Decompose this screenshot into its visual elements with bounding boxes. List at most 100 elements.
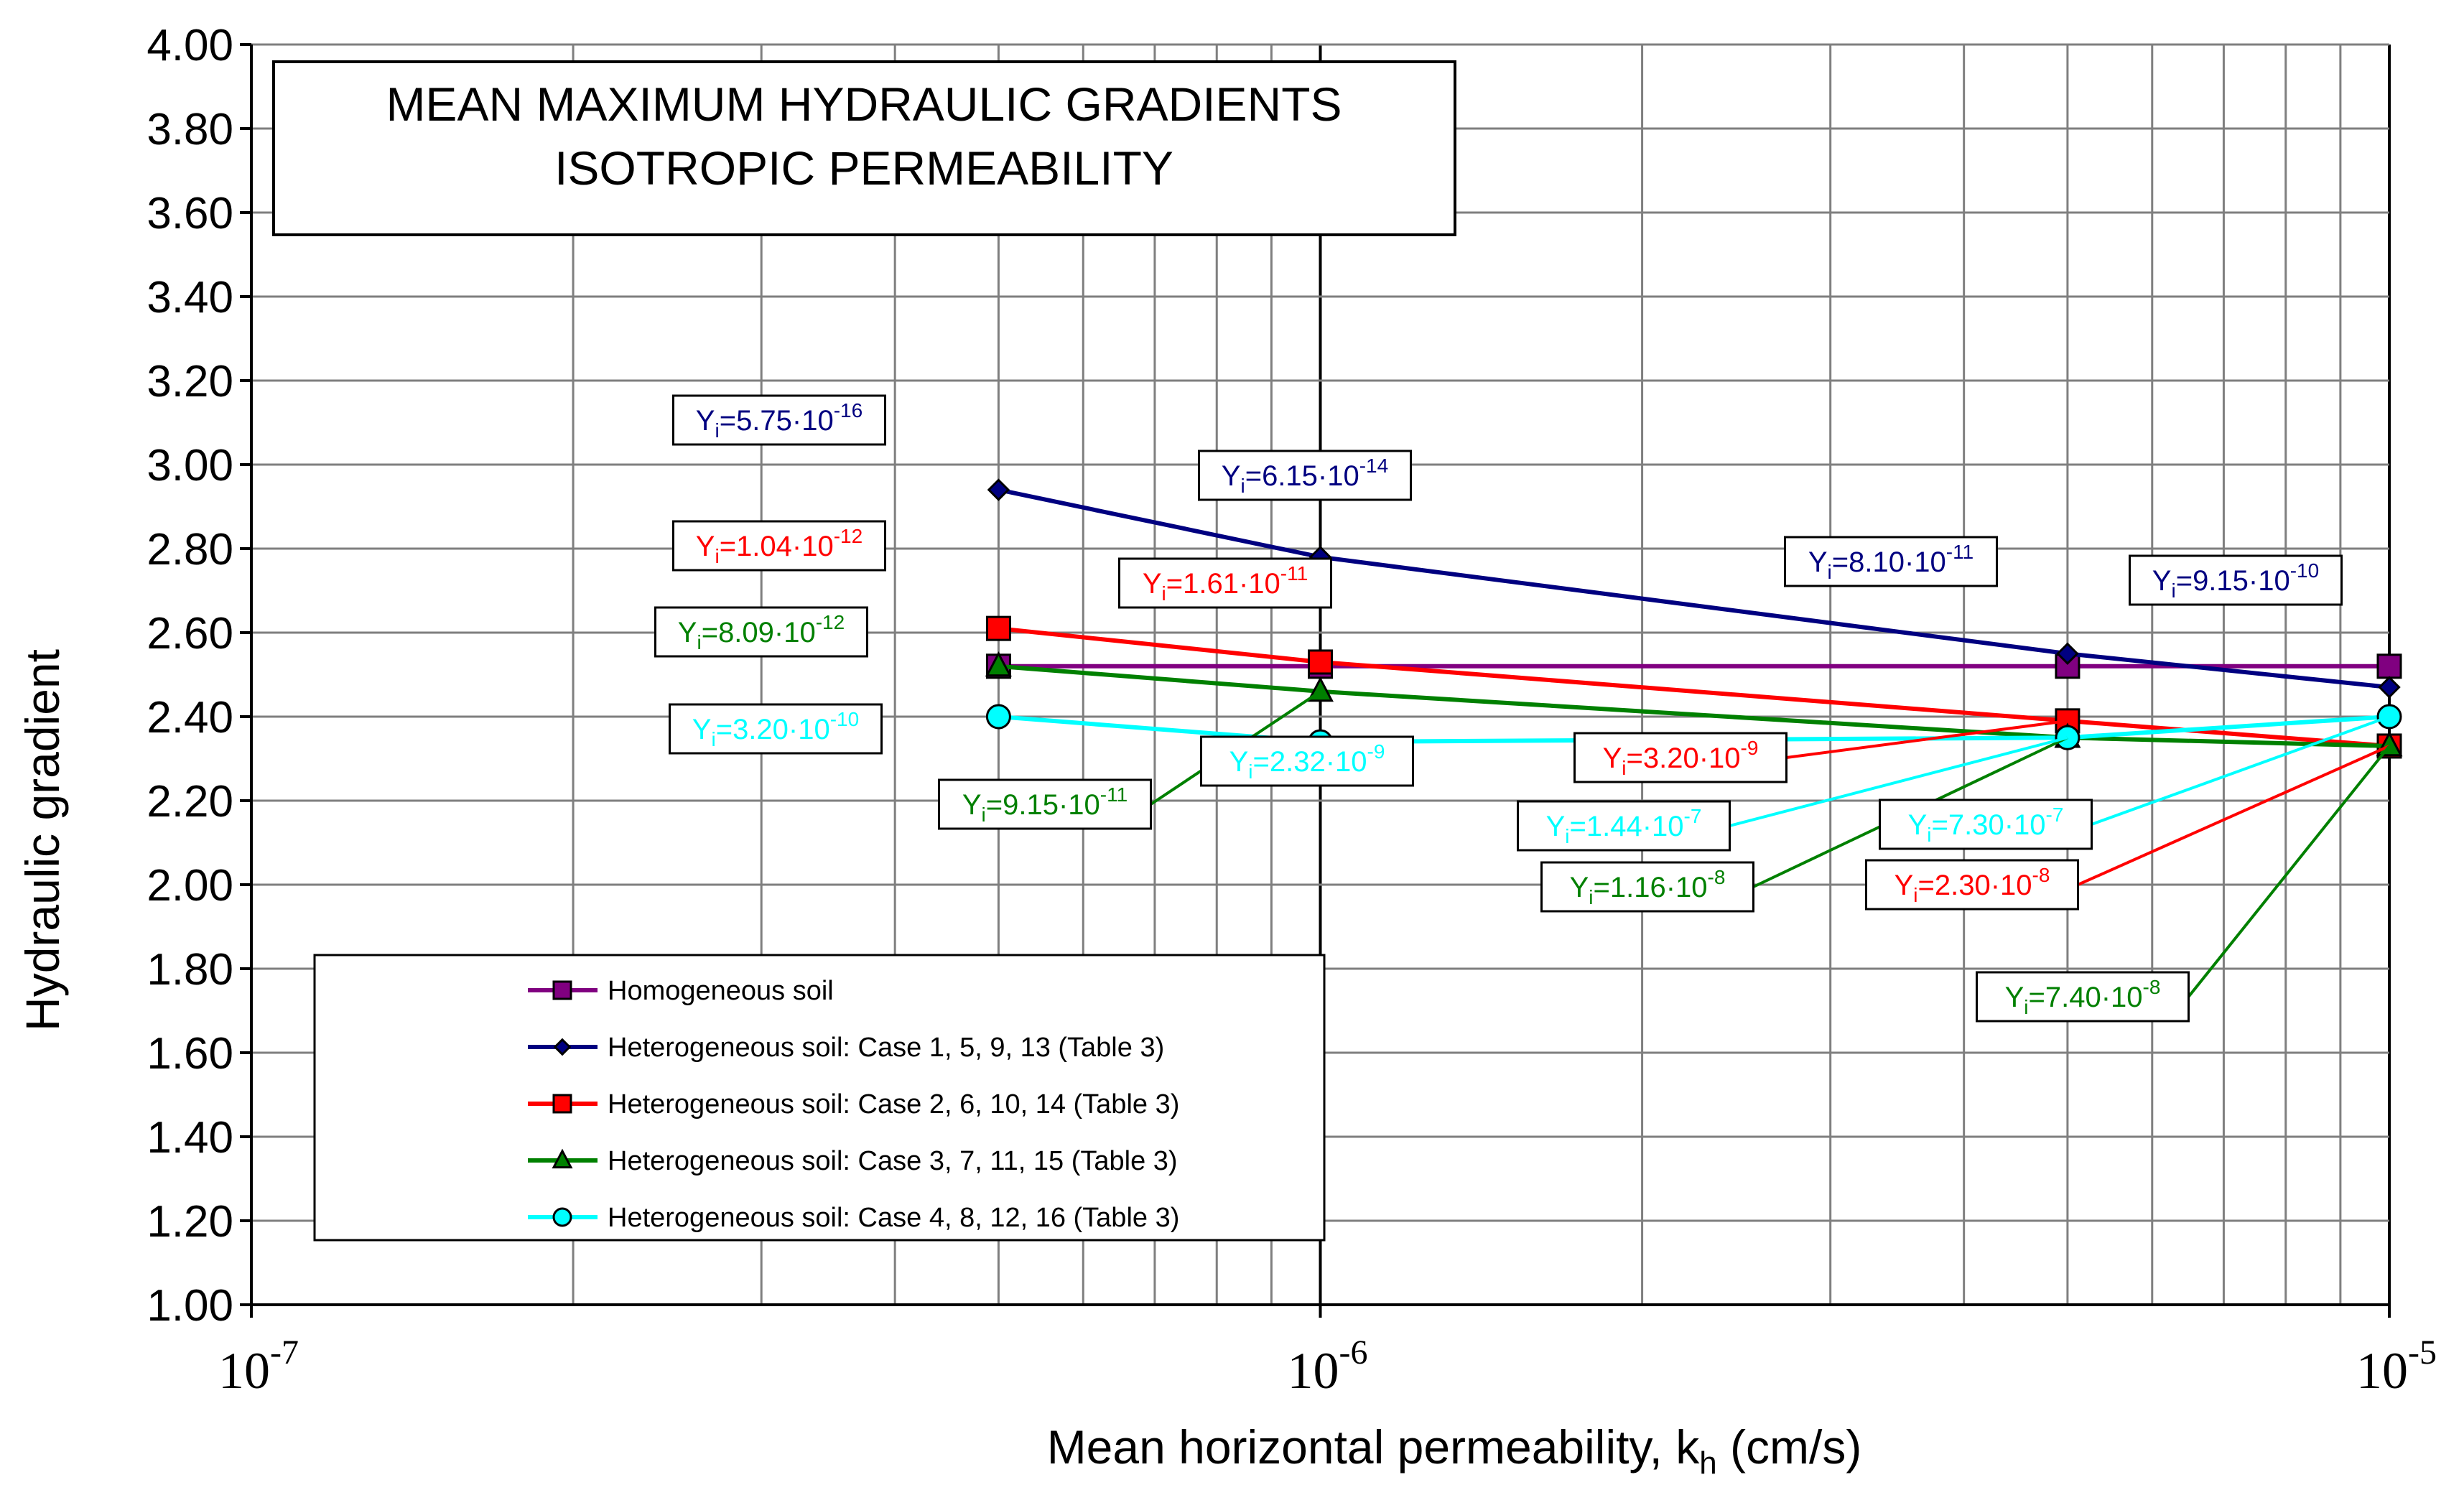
point-annotation: Yi=1.04·10-12: [672, 520, 886, 572]
legend-entry-1: Heterogeneous soil: Case 1, 5, 9, 13 (Ta…: [528, 1033, 1164, 1063]
y-tick-label: 2.00: [147, 861, 233, 911]
chart-title-line-2: ISOTROPIC PERMEABILITY: [554, 141, 1173, 195]
y-tick-label: 3.60: [147, 189, 233, 238]
annotation-box: [1118, 557, 1332, 609]
legend-label: Heterogeneous soil: Case 1, 5, 9, 13 (Ta…: [608, 1033, 1164, 1063]
legend-entry-0: Homogeneous soil: [528, 976, 834, 1006]
y-tick-label: 1.20: [147, 1197, 233, 1247]
y-tick-label: 2.40: [147, 693, 233, 742]
data-point-circle: [552, 1207, 572, 1227]
legend: Homogeneous soil Heterogeneous soil: Case…: [313, 954, 1326, 1242]
point-annotation: Yi=2.30·10-8: [1865, 745, 2390, 911]
y-tick-label: 2.20: [147, 777, 233, 827]
series-line: [998, 626, 2390, 748]
chart-title-line-1: MEAN MAXIMUM HYDRAULIC GRADIENTS: [386, 78, 1342, 131]
legend-label: Homogeneous soil: [608, 976, 834, 1006]
annotation-label: Yi=7.30·10-7: [1908, 804, 2064, 846]
annotation-box: [672, 520, 886, 572]
point-annotation: Yi=7.40·10-8: [1976, 745, 2391, 1023]
series-1: [987, 478, 2401, 699]
annotation-label: Yi=2.32·10-9: [1229, 740, 1385, 783]
annotation-box: [1865, 859, 2079, 911]
y-tick-label: 1.80: [147, 945, 233, 995]
point-annotation: Yi=3.20·10-9: [1573, 719, 2068, 783]
data-point-triangle: [552, 1148, 573, 1169]
x-tick-label: 10-6: [1288, 1333, 1368, 1400]
y-tick-label: 1.40: [147, 1113, 233, 1163]
point-annotation: Yi=1.61·10-11: [1118, 557, 1332, 609]
annotation-label: Yi=3.20·10-9: [1603, 737, 1759, 779]
y-tick-label: 1.00: [147, 1281, 233, 1331]
annotation-label: Yi=8.09·10-12: [678, 611, 845, 653]
annotation-leader-line: [2091, 715, 2390, 826]
axes: 1.00 1.20 1.40 1.60 1.80 2.00 2.20 2.40 2.60 2.80…: [147, 21, 2437, 1400]
point-annotation: Yi=2.32·10-9: [1200, 735, 1414, 787]
annotation-box: [1976, 971, 2190, 1023]
annotations: Yi=5.75·10-16 Yi=6.15·10-14 Yi=8.10·10-11 Y…: [654, 394, 2391, 1023]
annotation-box: [1879, 799, 2093, 850]
annotation-label: Yi=9.15·10-11: [962, 783, 1128, 826]
annotation-box: [1573, 732, 1787, 783]
point-annotation: Yi=6.15·10-14: [1198, 450, 1412, 501]
annotation-leader-line: [1786, 719, 2068, 759]
point-annotation: Yi=3.20·10-10: [669, 703, 883, 755]
y-tick-label: 3.40: [147, 273, 233, 322]
legend-entry-2: Heterogeneous soil: Case 2, 6, 10, 14 (T…: [528, 1089, 1179, 1119]
legend-label: Heterogeneous soil: Case 2, 6, 10, 14 (T…: [608, 1089, 1179, 1119]
data-point-square: [552, 1094, 572, 1114]
data-point-triangle: [985, 651, 1012, 677]
annotation-label: Yi=2.30·10-8: [1895, 864, 2050, 906]
y-tick-label: 2.80: [147, 525, 233, 574]
y-axis-label: Hydraulic gradient: [16, 649, 69, 1031]
annotation-leader-line: [1729, 736, 2068, 827]
y-tick-label: 1.60: [147, 1029, 233, 1079]
annotation-box: [654, 606, 868, 658]
legend-label: Heterogeneous soil: Case 3, 7, 11, 15 (T…: [608, 1146, 1178, 1176]
annotation-label: Yi=1.44·10-7: [1546, 805, 1702, 847]
point-annotation: Yi=1.44·10-7: [1517, 736, 2068, 852]
annotation-label: Yi=1.61·10-11: [1143, 562, 1308, 605]
annotation-box: [1200, 735, 1414, 787]
annotation-leader-line: [2077, 745, 2390, 886]
x-axis-label-main: Mean horizontal permeability, k: [1047, 1420, 1701, 1474]
annotation-box: [1540, 861, 1754, 913]
data-point-diamond: [2378, 676, 2401, 699]
series-line: [998, 488, 2390, 690]
point-annotation: Yi=7.30·10-7: [1879, 715, 2390, 850]
data-point-square: [552, 980, 572, 1000]
point-annotation: Yi=9.15·10-11: [938, 690, 1321, 830]
data-point-circle: [985, 704, 1011, 730]
legend-entry-4: Heterogeneous soil: Case 4, 8, 12, 16 (T…: [528, 1203, 1179, 1233]
y-tick-label: 3.20: [147, 357, 233, 406]
y-tick-label: 4.00: [147, 21, 233, 70]
series-line: [998, 664, 2390, 748]
x-tick-label: 10-5: [2356, 1333, 2437, 1400]
point-annotation: Yi=8.09·10-12: [654, 606, 868, 658]
legend-entry-3: Heterogeneous soil: Case 3, 7, 11, 15 (T…: [528, 1146, 1178, 1176]
data-point-square: [1308, 649, 1333, 675]
annotation-label: Yi=1.16·10-8: [1570, 866, 1726, 908]
annotation-box: [938, 778, 1152, 830]
annotation-label: Yi=9.15·10-10: [2152, 559, 2319, 602]
y-tick-label: 2.60: [147, 609, 233, 658]
annotation-box: [2129, 554, 2343, 606]
x-axis-label-subscript: h: [1699, 1446, 1716, 1481]
y-tick-label: 3.80: [147, 105, 233, 154]
chart-title-box: MEAN MAXIMUM HYDRAULIC GRADIENTS ISOTROP…: [272, 60, 1456, 236]
data-point-diamond: [2056, 642, 2079, 665]
x-axis-label-unit: (cm/s): [1717, 1420, 1862, 1474]
annotation-label: Yi=6.15·10-14: [1222, 455, 1388, 497]
legend-label: Heterogeneous soil: Case 4, 8, 12, 16 (T…: [608, 1203, 1179, 1233]
annotation-label: Yi=8.10·10-11: [1808, 541, 1973, 583]
annotation-box: [669, 703, 883, 755]
x-axis-label: Mean horizontal permeability, kh (cm/s): [1047, 1420, 1862, 1481]
series: [985, 478, 2403, 759]
point-annotation: Yi=8.10·10-11: [1784, 536, 1998, 587]
data-point-diamond: [553, 1038, 572, 1056]
annotation-label: Yi=5.75·10-16: [696, 399, 863, 442]
data-point-diamond: [987, 478, 1010, 501]
y-tick-label: 3.00: [147, 441, 233, 490]
x-tick-label: 10-7: [218, 1333, 299, 1400]
annotation-box: [1517, 800, 1731, 852]
